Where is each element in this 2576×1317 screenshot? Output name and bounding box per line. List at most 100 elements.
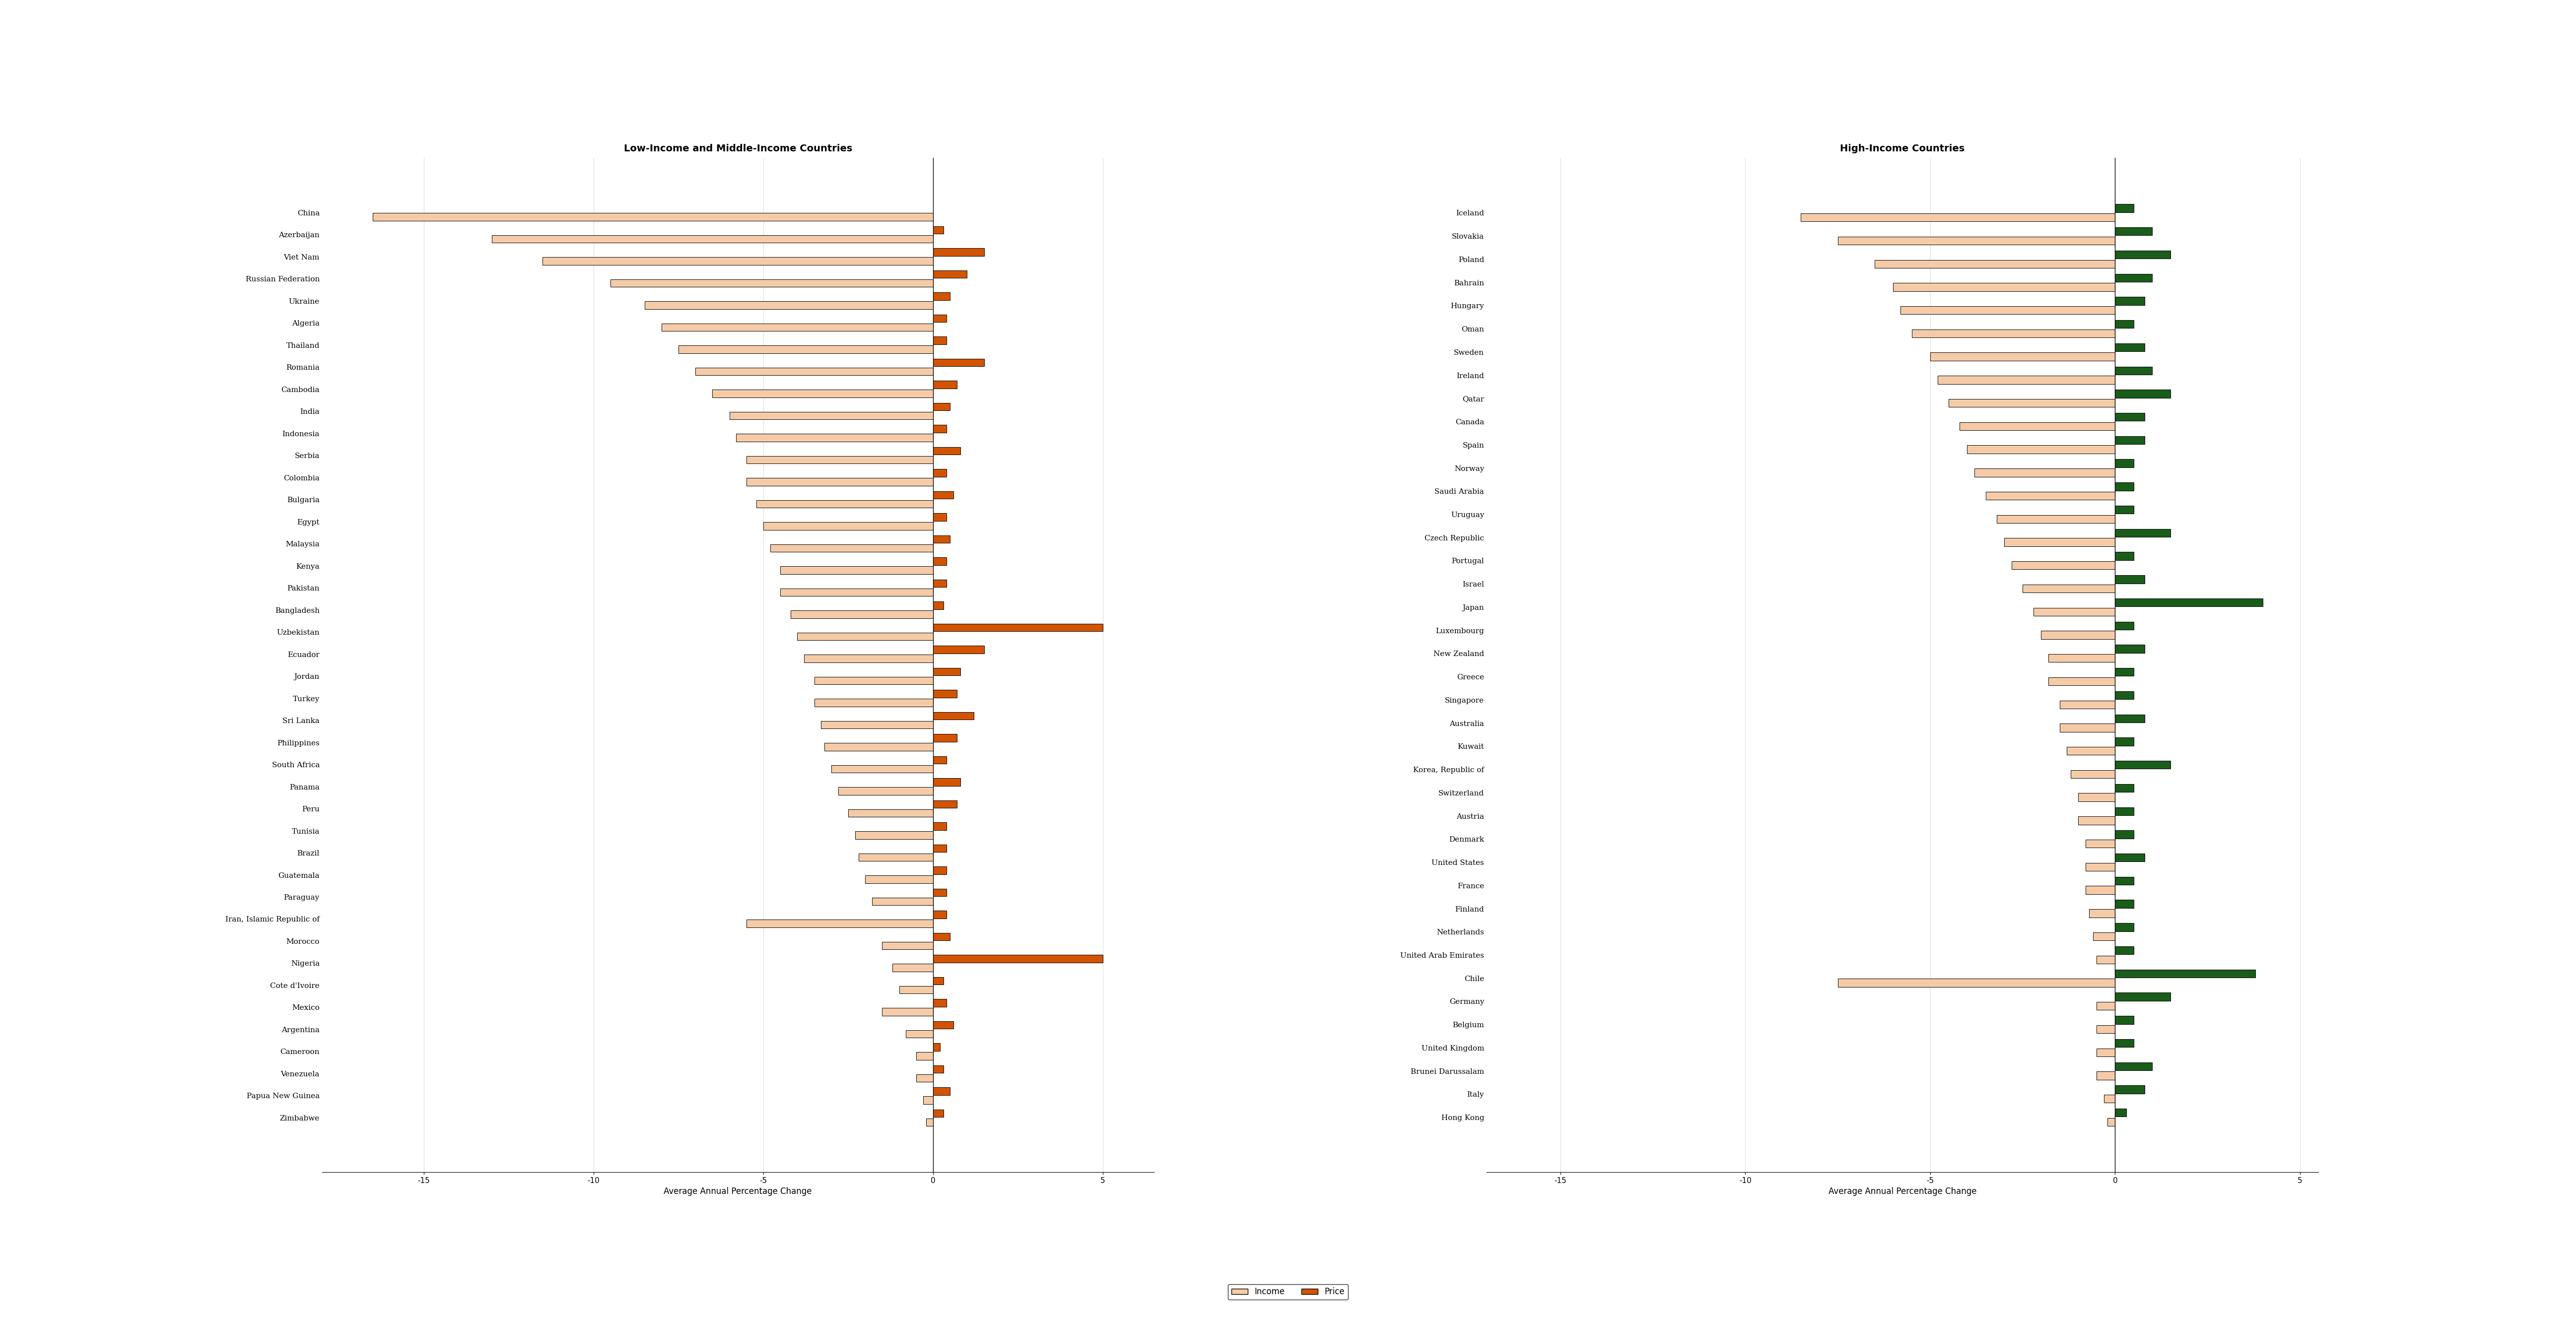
Bar <box>933 712 974 719</box>
Bar <box>907 1030 933 1038</box>
Bar <box>2115 436 2146 444</box>
Bar <box>2115 250 2172 258</box>
Bar <box>933 955 1103 963</box>
Bar <box>2115 228 2151 236</box>
Bar <box>714 390 933 398</box>
Bar <box>611 279 933 287</box>
Bar <box>814 699 933 706</box>
Bar <box>492 234 933 242</box>
Bar <box>858 853 933 861</box>
Bar <box>2092 932 2115 940</box>
Bar <box>822 720 933 728</box>
Bar <box>2115 1039 2133 1047</box>
Bar <box>933 579 948 587</box>
Bar <box>1996 515 2115 523</box>
Title: High-Income Countries: High-Income Countries <box>1839 144 1965 153</box>
Bar <box>2115 969 2257 977</box>
Bar <box>933 227 943 234</box>
Bar <box>814 677 933 685</box>
Bar <box>933 425 948 433</box>
Bar <box>2115 366 2151 374</box>
Bar <box>927 1118 933 1126</box>
Bar <box>933 645 984 653</box>
Bar <box>2115 947 2133 955</box>
Bar <box>2115 274 2151 282</box>
Bar <box>2097 1025 2115 1034</box>
Bar <box>933 1043 940 1051</box>
Bar <box>2115 296 2146 306</box>
Bar <box>933 469 948 477</box>
Bar <box>933 446 961 454</box>
Bar <box>2115 390 2172 398</box>
Bar <box>2048 655 2115 662</box>
Bar <box>832 765 933 773</box>
Bar <box>2004 539 2115 547</box>
Bar <box>1901 306 2115 315</box>
Bar <box>933 403 951 411</box>
Bar <box>1929 353 2115 361</box>
Bar <box>933 1065 943 1073</box>
Bar <box>1976 469 2115 477</box>
Bar <box>933 977 943 985</box>
Bar <box>933 1088 951 1096</box>
Bar <box>2115 506 2133 514</box>
Bar <box>2097 1002 2115 1010</box>
Bar <box>2040 631 2115 639</box>
Bar <box>2115 1015 2133 1025</box>
X-axis label: Average Annual Percentage Change: Average Annual Percentage Change <box>665 1187 811 1196</box>
Bar <box>2066 747 2115 755</box>
Bar <box>737 433 933 441</box>
Bar <box>2115 598 2262 607</box>
Bar <box>933 822 948 830</box>
Bar <box>2115 320 2133 328</box>
Bar <box>2115 645 2146 653</box>
Bar <box>855 831 933 839</box>
Bar <box>1893 283 2115 291</box>
Bar <box>933 491 953 499</box>
Bar <box>933 557 948 565</box>
Bar <box>747 478 933 486</box>
Bar <box>917 1052 933 1060</box>
Bar <box>804 655 933 662</box>
Bar <box>781 566 933 574</box>
Bar <box>848 809 933 817</box>
Bar <box>2048 677 2115 685</box>
Bar <box>2115 853 2146 861</box>
X-axis label: Average Annual Percentage Change: Average Annual Percentage Change <box>1829 1187 1976 1196</box>
Bar <box>2097 956 2115 964</box>
Bar <box>2115 460 2133 468</box>
Bar <box>933 756 948 764</box>
Bar <box>933 911 948 918</box>
Bar <box>866 876 933 884</box>
Bar <box>2079 793 2115 801</box>
Bar <box>2061 723 2115 732</box>
Bar <box>917 1075 933 1081</box>
Bar <box>881 1008 933 1015</box>
Bar <box>2107 1118 2115 1126</box>
Bar <box>2115 900 2133 907</box>
Bar <box>2061 701 2115 709</box>
Bar <box>1947 399 2115 407</box>
Bar <box>2022 585 2115 593</box>
Bar <box>2115 993 2172 1001</box>
Bar <box>2115 576 2146 583</box>
Bar <box>2079 817 2115 824</box>
Bar <box>933 690 956 698</box>
Bar <box>2115 923 2133 931</box>
Bar <box>644 302 933 309</box>
Bar <box>2115 761 2172 769</box>
Bar <box>544 257 933 265</box>
Bar <box>933 381 956 389</box>
Bar <box>933 932 951 940</box>
Bar <box>781 589 933 597</box>
Bar <box>1837 979 2115 986</box>
Bar <box>881 942 933 950</box>
Bar <box>2071 770 2115 778</box>
Bar <box>2115 784 2133 792</box>
Bar <box>891 964 933 972</box>
Bar <box>1875 259 2115 267</box>
Bar <box>2115 877 2133 885</box>
Bar <box>933 734 956 741</box>
Bar <box>747 919 933 927</box>
Bar <box>762 522 933 529</box>
